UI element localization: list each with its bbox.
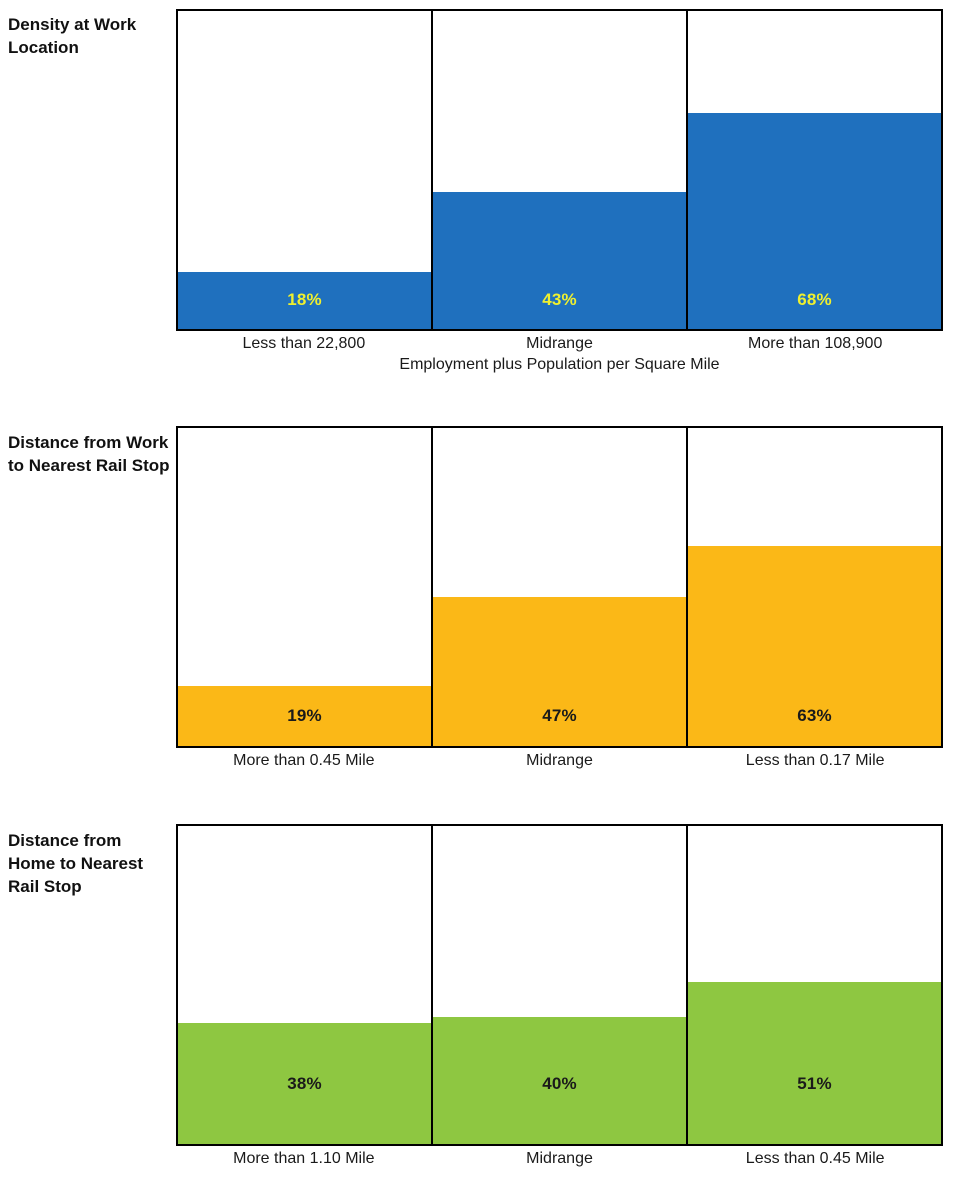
chart-cell: 43% [431,11,686,329]
tick-label: Less than 0.17 Mile [745,752,885,769]
value-label: 43% [542,290,577,310]
tick-label: Less than 22,800 [242,335,366,352]
chart-cell: 18% [178,11,431,329]
bar [433,596,686,746]
x-axis-ticks: Less than 22,800 Midrange More than 108,90… [176,331,943,353]
chart-plot-area: 19% 47% 63% [176,426,943,748]
chart-title: Distance from Work to Nearest Rail Stop [8,433,170,475]
x-axis-ticks: More than 0.45 Mile Midrange Less than 0.1… [176,748,943,770]
bar [433,1016,686,1144]
value-label: 51% [797,1073,832,1093]
tick-label: Less than 0.45 Mile [745,1150,885,1167]
value-label: 19% [287,705,322,725]
x-axis-title: Employment plus Population per Square Mi… [399,356,720,373]
chart-section: Distance from Work to Nearest Rail Stop 1… [8,426,943,770]
bar [178,685,431,746]
value-label: 63% [797,705,832,725]
bar [688,981,941,1144]
tick-label: More than 108,900 [748,335,883,352]
bar [688,545,941,746]
tick-label: Midrange [526,752,593,769]
chart-cell: 38% [178,826,431,1144]
value-label: 40% [542,1073,577,1093]
chart-title: Distance from Home to Nearest Rail Stop [8,831,144,896]
value-label: 18% [287,290,322,310]
chart-cell: 63% [686,428,941,746]
value-label: 38% [287,1073,322,1093]
tick-label: Midrange [526,335,593,352]
chart-section: Density at Work Location 18% 43% 68% Less th… [8,0,943,374]
bar [178,1023,431,1144]
tick-label: Midrange [526,1150,593,1167]
chart-cell: 47% [431,428,686,746]
x-axis-ticks: More than 1.10 Mile Midrange Less than 0.4… [176,1146,943,1168]
value-label: 68% [797,290,832,310]
chart-plot-area: 18% 43% 68% [176,9,943,331]
chart-cell: 19% [178,428,431,746]
chart-cell: 40% [431,826,686,1144]
bar [178,271,431,329]
bar [688,112,941,329]
tick-label: More than 1.10 Mile [233,1150,375,1167]
chart-cell: 68% [686,11,941,329]
bar [433,192,686,329]
chart-title: Density at Work Location [8,15,137,57]
chart-cell: 51% [686,826,941,1144]
chart-section: Distance from Home to Nearest Rail Stop 3… [8,824,943,1168]
chart-plot-area: 38% 40% 51% [176,824,943,1146]
tick-label: More than 0.45 Mile [233,752,375,769]
value-label: 47% [542,705,577,725]
